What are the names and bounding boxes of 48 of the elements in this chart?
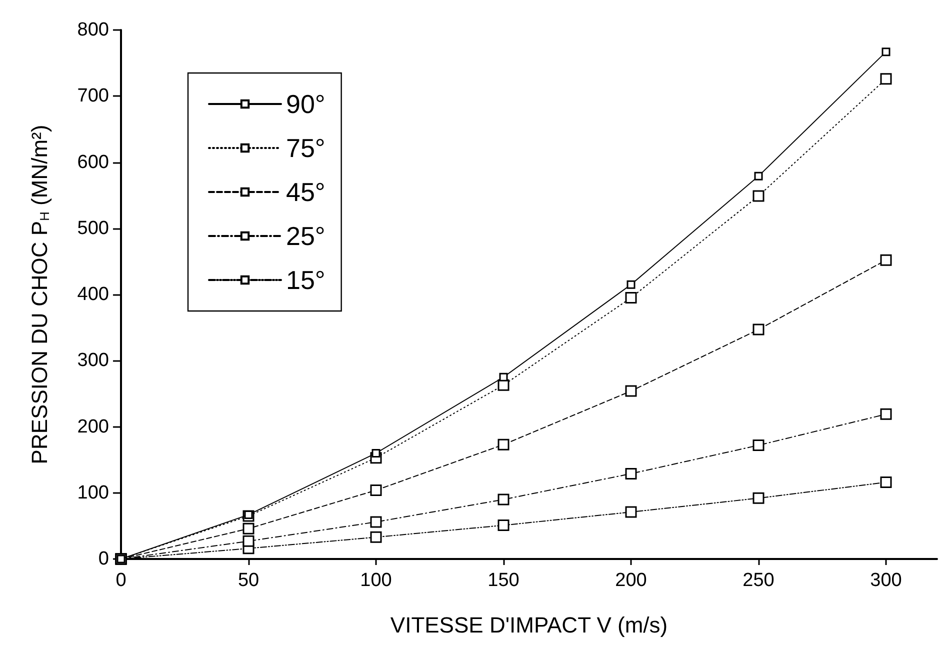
- x-tick-label: 200: [615, 570, 647, 591]
- y-tick-label: 500: [77, 218, 109, 239]
- x-tick-label: 100: [360, 570, 392, 591]
- x-tick-label: 50: [238, 570, 260, 591]
- point: [499, 372, 508, 382]
- y-tick-label: 400: [77, 284, 109, 305]
- point: [880, 254, 892, 266]
- point: [752, 190, 764, 202]
- point: [498, 520, 510, 532]
- point: [242, 535, 254, 547]
- point: [370, 516, 382, 528]
- point: [880, 73, 892, 85]
- x-tick-label: 250: [742, 570, 774, 591]
- y-tick-label: 200: [77, 416, 109, 438]
- point: [752, 492, 764, 504]
- legend-label: 45°: [286, 177, 326, 207]
- legend-label: 75°: [286, 133, 326, 163]
- point: [752, 324, 764, 336]
- point: [625, 506, 637, 518]
- point: [370, 531, 382, 543]
- legend-label: 15°: [286, 265, 326, 295]
- y-axis-title: PRESSION DU CHOC PH (MN/m²): [27, 124, 52, 464]
- y-tick-label: 700: [77, 86, 109, 107]
- x-tick-label: 150: [488, 570, 520, 591]
- point: [752, 440, 764, 452]
- point: [498, 494, 510, 506]
- point: [754, 172, 763, 180]
- x-axis-title: VITESSE D'IMPACT V (m/s): [390, 612, 668, 638]
- y-tick-label: 0: [98, 548, 109, 570]
- y-tick-label: 300: [77, 350, 109, 372]
- y-tick-label: 800: [77, 20, 109, 40]
- legend-label: 90°: [286, 89, 326, 119]
- point: [880, 408, 892, 420]
- point: [882, 48, 890, 56]
- point: [625, 468, 637, 480]
- point: [626, 280, 636, 289]
- y-tick-label: 600: [77, 152, 109, 173]
- point: [498, 438, 510, 450]
- point: [370, 484, 382, 496]
- y-tick-label: 100: [77, 482, 109, 504]
- point: [880, 476, 892, 488]
- point: [242, 522, 254, 534]
- point: [372, 448, 380, 458]
- legend-label: 25°: [286, 221, 326, 251]
- x-tick-label: 0: [116, 570, 126, 591]
- point: [625, 385, 637, 397]
- x-tick-label: 300: [870, 570, 902, 591]
- point: [625, 292, 637, 304]
